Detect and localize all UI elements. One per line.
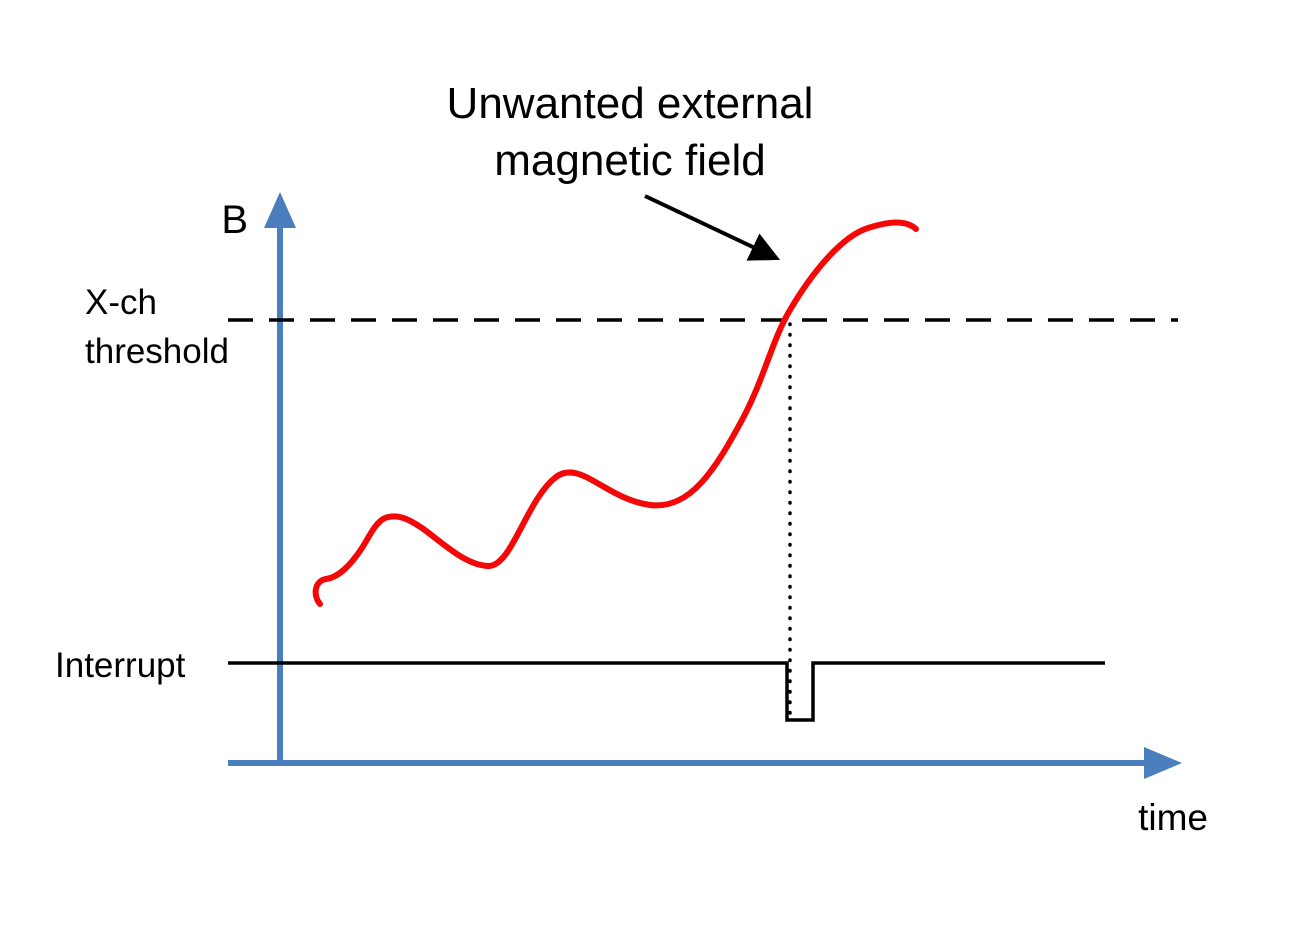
annotation-arrow-line	[644, 194, 781, 261]
y-axis-label: B	[221, 198, 248, 242]
x-axis-label: time	[1138, 797, 1208, 838]
threshold-label-line1: X-ch	[85, 283, 157, 322]
y-axis-arrow-icon	[264, 192, 296, 228]
interrupt-label: Interrupt	[55, 646, 186, 685]
annotation-text-line2: magnetic field	[494, 136, 765, 185]
threshold-label-line2: threshold	[85, 332, 229, 371]
magnetic-field-curve	[312, 219, 919, 607]
interrupt-signal-line	[228, 661, 1105, 722]
annotation-text-line1: Unwanted external	[447, 79, 814, 128]
x-axis-arrow-icon	[1144, 747, 1182, 779]
